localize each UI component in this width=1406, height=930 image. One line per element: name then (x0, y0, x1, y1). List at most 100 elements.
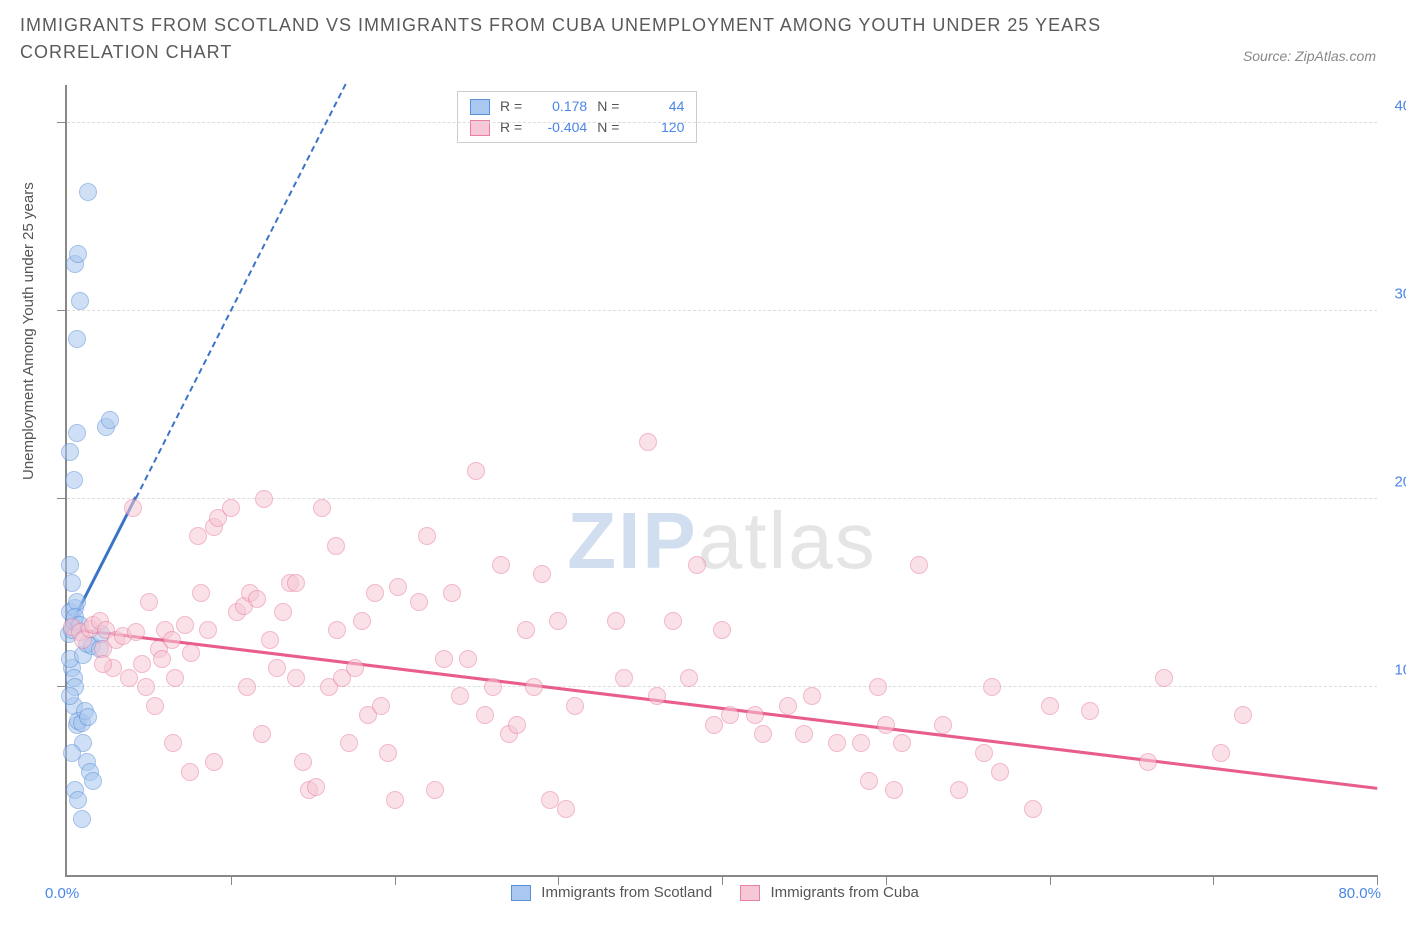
data-point (410, 593, 428, 611)
data-point (648, 687, 666, 705)
data-point (199, 621, 217, 639)
data-point (101, 411, 119, 429)
data-point (950, 781, 968, 799)
data-point (459, 650, 477, 668)
data-point (294, 753, 312, 771)
r-label: R = (500, 117, 522, 138)
data-point (274, 603, 292, 621)
n-label: N = (597, 117, 619, 138)
y-tick (57, 310, 67, 311)
data-point (664, 612, 682, 630)
data-point (910, 556, 928, 574)
data-point (934, 716, 952, 734)
data-point (261, 631, 279, 649)
data-point (1024, 800, 1042, 818)
data-point (389, 578, 407, 596)
r-label: R = (500, 96, 522, 117)
data-point (680, 669, 698, 687)
data-point (525, 678, 543, 696)
y-tick-label: 10.0% (1394, 661, 1406, 678)
y-axis-title: Unemployment Among Youth under 25 years (20, 182, 37, 480)
data-point (435, 650, 453, 668)
data-point (127, 623, 145, 641)
data-point (983, 678, 1001, 696)
data-point (721, 706, 739, 724)
data-point (803, 687, 821, 705)
swatch-scotland (470, 99, 490, 115)
series-name-cuba: Immigrants from Cuba (771, 884, 919, 901)
data-point (893, 734, 911, 752)
data-point (153, 650, 171, 668)
data-point (61, 443, 79, 461)
data-point (541, 791, 559, 809)
data-point (508, 716, 526, 734)
data-point (1041, 697, 1059, 715)
data-point (1212, 744, 1230, 762)
data-point (137, 678, 155, 696)
data-point (1139, 753, 1157, 771)
data-point (68, 330, 86, 348)
data-point (877, 716, 895, 734)
data-point (307, 778, 325, 796)
data-point (238, 678, 256, 696)
data-point (68, 424, 86, 442)
data-point (353, 612, 371, 630)
data-point (222, 499, 240, 517)
data-point (615, 669, 633, 687)
data-point (61, 687, 79, 705)
data-point (79, 183, 97, 201)
data-point (426, 781, 444, 799)
data-point (63, 744, 81, 762)
data-point (549, 612, 567, 630)
data-point (467, 462, 485, 480)
swatch-cuba (740, 885, 760, 901)
scatter-plot: ZIPatlas R = 0.178 N = 44 R = -0.404 N =… (65, 85, 1377, 877)
source-attribution: Source: ZipAtlas.com (1243, 48, 1376, 64)
data-point (975, 744, 993, 762)
data-point (639, 433, 657, 451)
data-point (164, 734, 182, 752)
data-point (287, 669, 305, 687)
data-point (492, 556, 510, 574)
data-point (517, 621, 535, 639)
data-point (124, 499, 142, 517)
n-label: N = (597, 96, 619, 117)
data-point (533, 565, 551, 583)
data-point (366, 584, 384, 602)
data-point (248, 590, 266, 608)
data-point (133, 655, 151, 673)
data-point (688, 556, 706, 574)
data-point (852, 734, 870, 752)
r-value-scotland: 0.178 (532, 96, 587, 117)
y-tick (57, 498, 67, 499)
watermark-text: ZIPatlas (67, 495, 1377, 587)
data-point (268, 659, 286, 677)
gridline (67, 686, 1377, 687)
data-point (869, 678, 887, 696)
data-point (746, 706, 764, 724)
r-value-cuba: -0.404 (532, 117, 587, 138)
data-point (1234, 706, 1252, 724)
data-point (418, 527, 436, 545)
data-point (991, 763, 1009, 781)
data-point (73, 810, 91, 828)
data-point (69, 791, 87, 809)
data-point (607, 612, 625, 630)
data-point (65, 471, 83, 489)
y-tick-label: 40.0% (1394, 97, 1406, 114)
series-legend: Immigrants from Scotland Immigrants from… (0, 884, 1406, 901)
data-point (182, 644, 200, 662)
data-point (189, 527, 207, 545)
swatch-scotland (511, 885, 531, 901)
y-tick-label: 20.0% (1394, 473, 1406, 490)
data-point (327, 537, 345, 555)
data-point (140, 593, 158, 611)
data-point (828, 734, 846, 752)
data-point (557, 800, 575, 818)
data-point (79, 708, 97, 726)
data-point (476, 706, 494, 724)
data-point (84, 772, 102, 790)
data-point (1155, 669, 1173, 687)
data-point (181, 763, 199, 781)
data-point (713, 621, 731, 639)
